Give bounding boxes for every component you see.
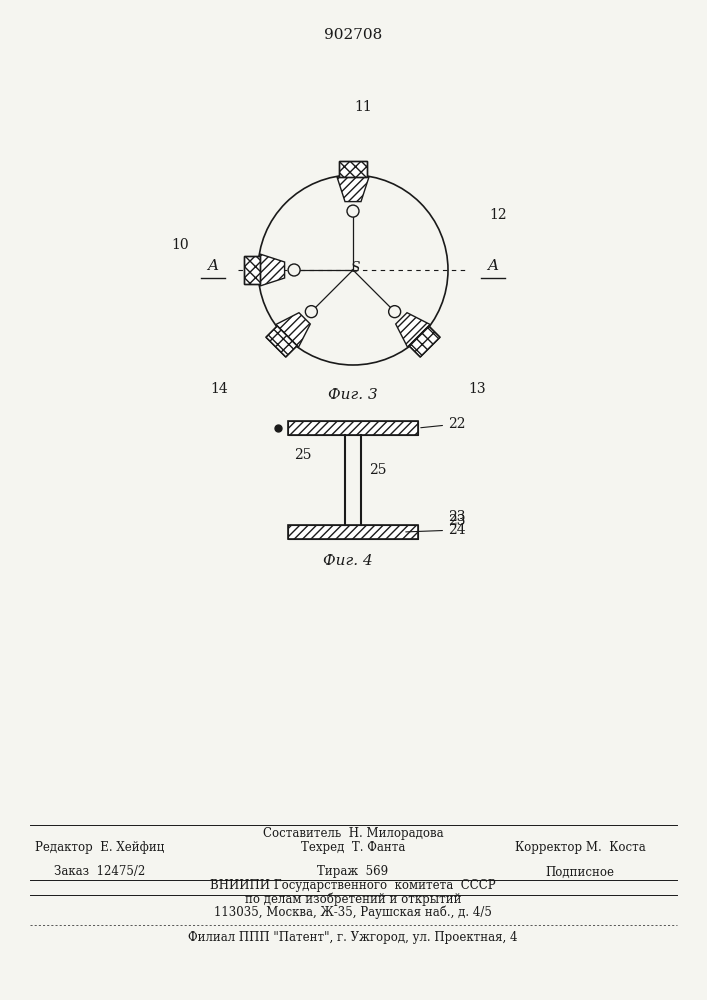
Bar [288,525,418,539]
Text: Составитель  Н. Милорадова: Составитель Н. Милорадова [263,826,443,840]
Text: 22: 22 [421,417,465,431]
Bar [288,421,418,435]
Circle shape [288,264,300,276]
Text: 24: 24 [406,523,466,537]
Polygon shape [244,256,260,284]
Text: по делам изобретений и открытий: по делам изобретений и открытий [245,892,461,906]
Text: 25: 25 [294,448,312,462]
Text: A: A [488,259,498,273]
Text: Филиал ППП "Патент", г. Ужгород, ул. Проектная, 4: Филиал ППП "Патент", г. Ужгород, ул. Про… [188,930,518,944]
Circle shape [389,306,401,318]
Bar [288,525,418,539]
Text: A: A [207,259,218,273]
Text: 13: 13 [468,382,486,396]
Text: Подписное: Подписное [546,865,614,879]
Text: 11: 11 [354,100,372,114]
Text: 25: 25 [369,463,387,477]
Text: 23: 23 [448,514,465,528]
Text: 23: 23 [448,510,465,524]
Polygon shape [260,254,285,286]
Text: 12: 12 [489,208,507,222]
Polygon shape [409,326,440,357]
Text: 10: 10 [171,238,189,252]
Polygon shape [276,313,310,347]
Text: Редактор  Е. Хейфиц: Редактор Е. Хейфиц [35,840,165,854]
Text: 902708: 902708 [324,28,382,42]
Polygon shape [337,177,369,202]
Polygon shape [266,326,297,357]
Circle shape [347,205,359,217]
Text: 113035, Москва, Ж-35, Раушская наб., д. 4/5: 113035, Москва, Ж-35, Раушская наб., д. … [214,905,492,919]
Text: Техред  Т. Фанта: Техред Т. Фанта [300,840,405,854]
Text: 14: 14 [210,382,228,396]
Circle shape [305,306,317,318]
Text: S: S [350,261,360,275]
Bar [288,421,418,435]
Text: ВНИИПИ Государственного  комитета  СССР: ВНИИПИ Государственного комитета СССР [210,879,496,892]
Text: Фиг. 4: Фиг. 4 [323,554,373,568]
Text: Фиг. 3: Фиг. 3 [328,388,378,402]
Text: Корректор М.  Коста: Корректор М. Коста [515,840,645,854]
Text: Заказ  12475/2: Заказ 12475/2 [54,865,146,879]
Polygon shape [339,161,367,177]
Polygon shape [396,313,430,347]
Text: Тираж  569: Тираж 569 [317,865,389,879]
